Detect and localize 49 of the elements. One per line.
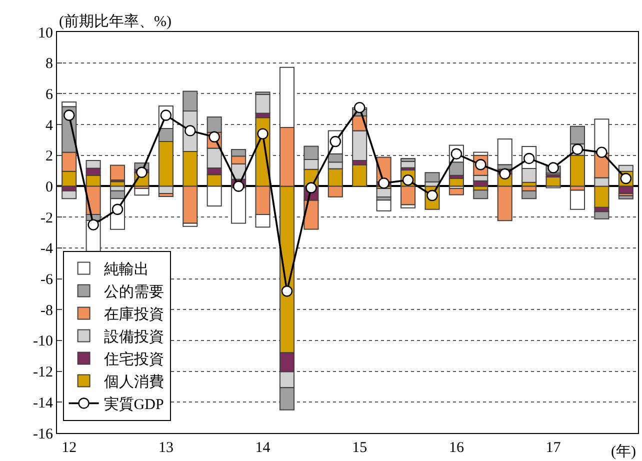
y-tick-label: -2 bbox=[40, 210, 53, 226]
y-tick-label: -8 bbox=[40, 302, 53, 319]
point bbox=[88, 219, 99, 230]
point bbox=[281, 286, 293, 297]
point bbox=[596, 146, 608, 158]
bar bbox=[134, 188, 150, 196]
bar bbox=[255, 94, 270, 114]
y-tick-label: -4 bbox=[40, 241, 54, 258]
bar bbox=[352, 164, 368, 187]
y-tick-label: 10 bbox=[38, 25, 53, 42]
legend-label: 個人消費 bbox=[104, 374, 164, 391]
y-tick-label: 6 bbox=[46, 86, 54, 103]
point bbox=[136, 166, 148, 178]
y-tick-label: -14 bbox=[33, 395, 54, 412]
point bbox=[499, 168, 510, 180]
y-tick-label: 4 bbox=[46, 118, 54, 134]
bar bbox=[618, 195, 634, 200]
point bbox=[548, 162, 559, 174]
x-axis-title: (年) bbox=[611, 443, 636, 460]
bar bbox=[570, 190, 585, 210]
x-tick-label: 17 bbox=[546, 440, 562, 456]
x-tick-label: 15 bbox=[352, 440, 368, 456]
legend-label: 実質GDP bbox=[104, 396, 164, 414]
y-tick-label: 0 bbox=[46, 179, 53, 196]
legend-label: 在庫投資 bbox=[104, 306, 164, 324]
x-tick-label: 12 bbox=[62, 440, 77, 456]
bar bbox=[473, 190, 488, 200]
bar bbox=[448, 188, 464, 196]
legend-label: 設備投資 bbox=[104, 328, 164, 346]
bar bbox=[424, 172, 440, 182]
legend-label: 純輸出 bbox=[104, 261, 149, 278]
y-tick-label: -16 bbox=[33, 426, 54, 442]
y-tick-label: -6 bbox=[40, 272, 54, 288]
bar bbox=[594, 211, 610, 220]
point bbox=[64, 110, 75, 121]
x-tick-label: 14 bbox=[255, 440, 271, 456]
bar bbox=[376, 200, 392, 212]
point bbox=[257, 128, 268, 140]
legend-label: 住宅投資 bbox=[102, 351, 164, 368]
point bbox=[232, 180, 244, 192]
point bbox=[378, 178, 390, 189]
legend-label: 公的需要 bbox=[104, 284, 164, 301]
y-tick-label: -12 bbox=[33, 364, 53, 381]
y-tick-label: -10 bbox=[33, 334, 53, 350]
y-tick-label: 2 bbox=[46, 148, 53, 165]
y-tick-label: 8 bbox=[46, 56, 53, 72]
x-tick-label: 13 bbox=[158, 440, 174, 456]
x-tick-label: 16 bbox=[448, 440, 464, 456]
y-axis-title: (前期比年率、%) bbox=[59, 13, 172, 30]
